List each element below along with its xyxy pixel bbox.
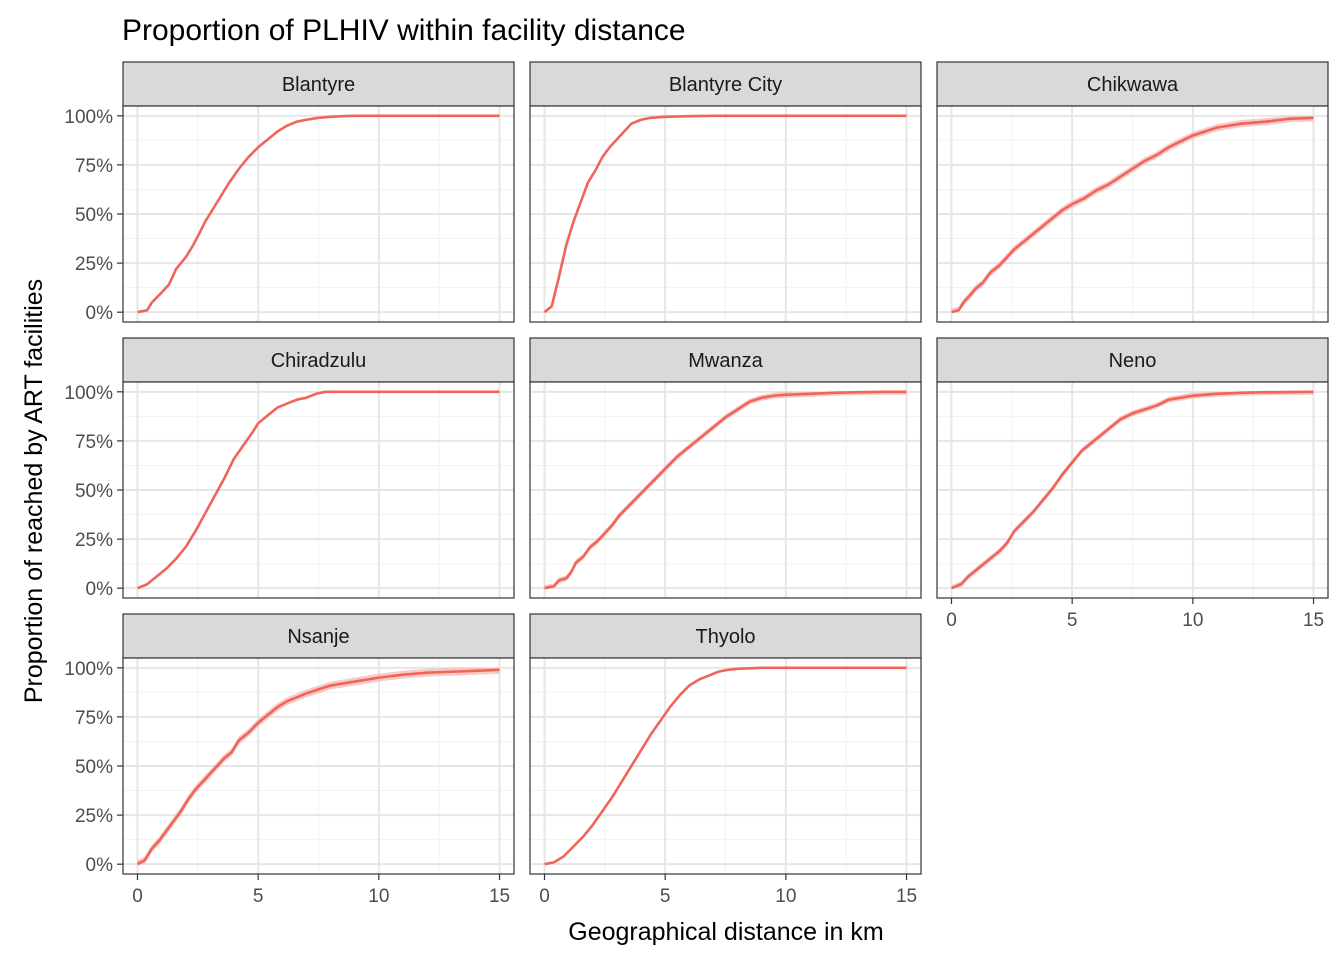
y-tick-label: 100% [64, 107, 113, 128]
series-line [136, 390, 500, 590]
y-tick-label: 0% [86, 303, 114, 324]
series-line [136, 668, 500, 866]
x-tick-label: 5 [660, 886, 671, 907]
y-tick-label: 75% [75, 432, 113, 453]
x-tick-label: 0 [539, 886, 550, 907]
y-tick-label: 0% [86, 855, 114, 876]
y-tick-label: 75% [75, 708, 113, 729]
panel-border [529, 105, 922, 323]
facet-strip [529, 337, 922, 383]
facet-panel-2: Chikwawa [936, 61, 1329, 323]
facet-panel-1: Blantyre City [529, 61, 922, 323]
x-tick-label: 5 [1067, 610, 1078, 631]
y-tick-label: 100% [64, 383, 113, 404]
y-tick-label: 100% [64, 659, 113, 680]
facet-panel-5: Neno 0 5 10 15 [936, 337, 1329, 631]
x-tick-label: 0 [946, 610, 957, 631]
series-line [544, 390, 907, 590]
series-line [543, 114, 907, 314]
facet-panel-6: Nsanje 0% 25% 50% 75% 100% 0 5 10 15 [64, 613, 515, 907]
y-axis-label: Proportion of reached by ART facilities [20, 279, 48, 703]
facet-strip-label: Neno [1109, 350, 1157, 372]
y-tick-label: 0% [86, 579, 114, 600]
y-tick-label: 50% [75, 757, 113, 778]
y-tick-label: 50% [75, 205, 113, 226]
facet-strip [936, 337, 1329, 383]
panel-border [529, 657, 922, 875]
facet-strip [936, 61, 1329, 107]
facet-panel-0: Blantyre 0% 25% 50% 75% 100% [64, 61, 515, 324]
facet-strip-label: Blantyre City [669, 74, 782, 96]
x-tick-label: 15 [1303, 610, 1324, 631]
panel-border [936, 381, 1329, 599]
panel-border [936, 105, 1329, 323]
series-line [950, 390, 1314, 590]
x-tick-label: 5 [253, 886, 264, 907]
facet-strip-label: Thyolo [695, 626, 755, 648]
facet-strip [122, 613, 515, 659]
facet-strip-label: Blantyre [282, 74, 355, 96]
facet-strip [529, 61, 922, 107]
series-line [137, 114, 500, 314]
panel-border [529, 381, 922, 599]
facet-strip-label: Mwanza [688, 350, 763, 372]
x-tick-label: 10 [775, 886, 796, 907]
facet-panel-3: Chiradzulu 0% 25% 50% 75% 100% [64, 337, 515, 600]
x-tick-label: 0 [132, 886, 143, 907]
x-axis-label: Geographical distance in km [568, 918, 883, 946]
y-tick-label: 75% [75, 156, 113, 177]
facet-strip [122, 61, 515, 107]
x-tick-label: 15 [896, 886, 917, 907]
x-tick-label: 10 [1182, 610, 1203, 631]
facet-strip [122, 337, 515, 383]
facet-panel-4: Mwanza [529, 337, 922, 599]
x-tick-label: 10 [368, 886, 389, 907]
series-line [951, 116, 1314, 314]
chart-title: Proportion of PLHIV within facility dist… [122, 14, 686, 47]
series-line [544, 666, 907, 866]
x-tick-label: 15 [489, 886, 510, 907]
y-tick-label: 25% [75, 530, 113, 551]
facet-strip-label: Chikwawa [1087, 74, 1179, 96]
y-tick-label: 50% [75, 481, 113, 502]
facet-strip-label: Nsanje [287, 626, 349, 648]
facet-panel-7: Thyolo 0 5 10 15 [529, 613, 922, 907]
y-tick-label: 25% [75, 254, 113, 275]
y-tick-label: 25% [75, 806, 113, 827]
facet-strip-label: Chiradzulu [271, 350, 367, 372]
facet-strip [529, 613, 922, 659]
